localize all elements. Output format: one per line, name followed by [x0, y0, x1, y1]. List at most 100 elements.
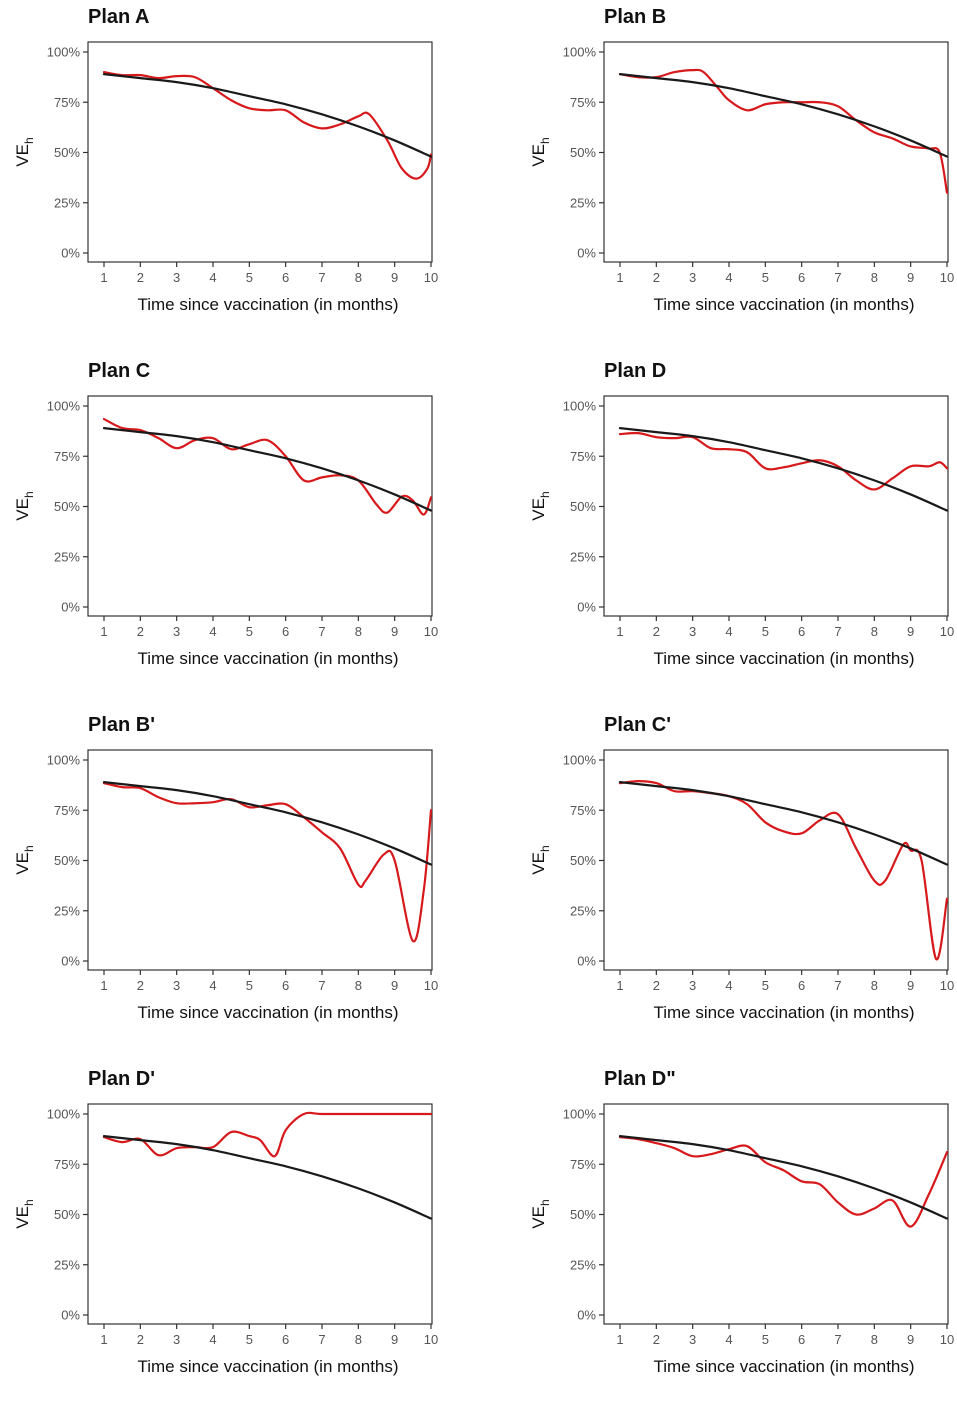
y-tick-label: 50%: [54, 499, 80, 514]
estimate-curve: [618, 68, 949, 194]
svg-text:VEh: VEh: [13, 137, 36, 166]
x-axis-title: Time since vaccination (in months): [137, 295, 398, 314]
x-tick-label: 9: [391, 1332, 398, 1347]
x-axis-title: Time since vaccination (in months): [653, 295, 914, 314]
x-tick-label: 4: [725, 978, 732, 993]
chart-svg: 0% 25% 50% 75% 100% 1 2 3 4 5 6 7 8 9 10 Time since vac…: [13, 395, 438, 668]
x-tick-label: 6: [798, 270, 805, 285]
y-tick-label: 0%: [61, 1308, 80, 1323]
x-tick-label: 10: [424, 270, 438, 285]
y-axis-title-subscript: h: [538, 137, 552, 144]
chart-panel: Plan C 0% 25% 50% 75% 100% 1 2 3 4 5 6 7 8 9 10 Time sin…: [0, 354, 478, 694]
svg-text:VEh: VEh: [529, 845, 552, 874]
y-tick-label: 50%: [570, 1207, 596, 1222]
x-tick-label: 1: [616, 1332, 623, 1347]
y-axis-title: VEh: [529, 1199, 552, 1228]
x-tick-label: 9: [907, 978, 914, 993]
x-tick-label: 10: [424, 624, 438, 639]
x-tick-label: 9: [391, 978, 398, 993]
y-axis-title: VEh: [13, 491, 36, 520]
x-tick-label: 6: [798, 978, 805, 993]
y-tick-label: 50%: [570, 145, 596, 160]
y-tick-label: 75%: [570, 449, 596, 464]
y-tick-label: 50%: [570, 853, 596, 868]
y-tick-label: 25%: [54, 903, 80, 918]
y-axis-title-subscript: h: [538, 1199, 552, 1206]
chart-title: Plan C': [604, 714, 671, 736]
x-tick-label: 2: [137, 624, 144, 639]
x-tick-label: 4: [209, 624, 216, 639]
y-axis-title-subscript: h: [538, 491, 552, 498]
x-tick-label: 1: [100, 1332, 107, 1347]
y-axis-title-main: VE: [13, 498, 32, 521]
x-tick-label: 8: [871, 1332, 878, 1347]
x-tick-label: 9: [907, 270, 914, 285]
y-tick-label: 75%: [570, 803, 596, 818]
x-tick-label: 2: [137, 1332, 144, 1347]
x-tick-label: 7: [834, 624, 841, 639]
reference-curve: [102, 1135, 433, 1220]
y-tick-label: 25%: [54, 549, 80, 564]
plot-frame: [87, 749, 433, 971]
x-tick-label: 1: [100, 978, 107, 993]
x-tick-label: 5: [246, 978, 253, 993]
plot-frame: [603, 41, 949, 263]
x-tick-label: 2: [653, 978, 660, 993]
reference-curve: [618, 1135, 949, 1220]
chart-panel: Plan D" 0% 25% 50% 75% 100% 1 2 3 4 5 6 7 8 9 10 Time si…: [516, 1062, 957, 1402]
estimate-curve: [618, 431, 949, 491]
x-tick-label: 3: [173, 978, 180, 993]
y-tick-label: 100%: [563, 1107, 597, 1122]
y-tick-label: 100%: [563, 753, 597, 768]
plot-frame: [603, 1103, 949, 1325]
x-axis-title: Time since vaccination (in months): [137, 1003, 398, 1022]
y-axis-title: VEh: [529, 491, 552, 520]
x-tick-label: 10: [424, 978, 438, 993]
estimate-curve: [102, 417, 433, 516]
x-tick-label: 5: [762, 1332, 769, 1347]
x-tick-label: 2: [653, 270, 660, 285]
x-tick-label: 7: [834, 1332, 841, 1347]
x-tick-label: 7: [318, 624, 325, 639]
x-tick-label: 3: [173, 1332, 180, 1347]
chart-title: Plan B: [604, 6, 667, 28]
x-tick-label: 1: [616, 624, 623, 639]
x-tick-label: 2: [137, 270, 144, 285]
chart-title: Plan D': [88, 1068, 155, 1090]
y-tick-label: 50%: [54, 1207, 80, 1222]
x-tick-label: 3: [689, 270, 696, 285]
chart-panel: Plan D' 0% 25% 50% 75% 100% 1 2 3 4 5 6 7 8 9 10 Time si…: [0, 1062, 478, 1402]
y-axis-title-main: VE: [529, 1206, 548, 1229]
y-tick-label: 25%: [570, 195, 596, 210]
y-tick-label: 25%: [570, 1257, 596, 1272]
chart-svg: 0% 25% 50% 75% 100% 1 2 3 4 5 6 7 8 9 10 Time since vac…: [13, 41, 438, 314]
y-tick-label: 0%: [61, 600, 80, 615]
x-tick-label: 4: [725, 270, 732, 285]
plot-frame: [603, 395, 949, 617]
svg-text:VEh: VEh: [529, 491, 552, 520]
chart-panel: Plan A 0% 25% 50% 75% 100% 1 2 3 4 5 6 7 8 9 10 Time sin…: [0, 0, 478, 340]
x-tick-label: 2: [653, 1332, 660, 1347]
x-tick-label: 9: [907, 1332, 914, 1347]
reference-curve: [618, 427, 949, 512]
chart-svg: 0% 25% 50% 75% 100% 1 2 3 4 5 6 7 8 9 10 Time since vac…: [529, 749, 954, 1022]
x-tick-label: 7: [834, 978, 841, 993]
x-axis-title: Time since vaccination (in months): [653, 649, 914, 668]
x-tick-label: 3: [173, 624, 180, 639]
y-tick-label: 100%: [563, 45, 597, 60]
y-axis-title: VEh: [13, 845, 36, 874]
y-tick-label: 0%: [577, 954, 596, 969]
estimate-curve: [618, 1136, 949, 1228]
x-tick-label: 4: [209, 1332, 216, 1347]
x-tick-label: 6: [798, 624, 805, 639]
y-axis-title-main: VE: [13, 1206, 32, 1229]
y-axis-title-subscript: h: [22, 491, 36, 498]
x-tick-label: 6: [282, 624, 289, 639]
x-axis-title: Time since vaccination (in months): [137, 649, 398, 668]
x-tick-label: 10: [940, 270, 954, 285]
y-tick-label: 25%: [54, 195, 80, 210]
estimate-curve: [102, 71, 433, 180]
x-tick-label: 2: [653, 624, 660, 639]
x-tick-label: 9: [391, 624, 398, 639]
